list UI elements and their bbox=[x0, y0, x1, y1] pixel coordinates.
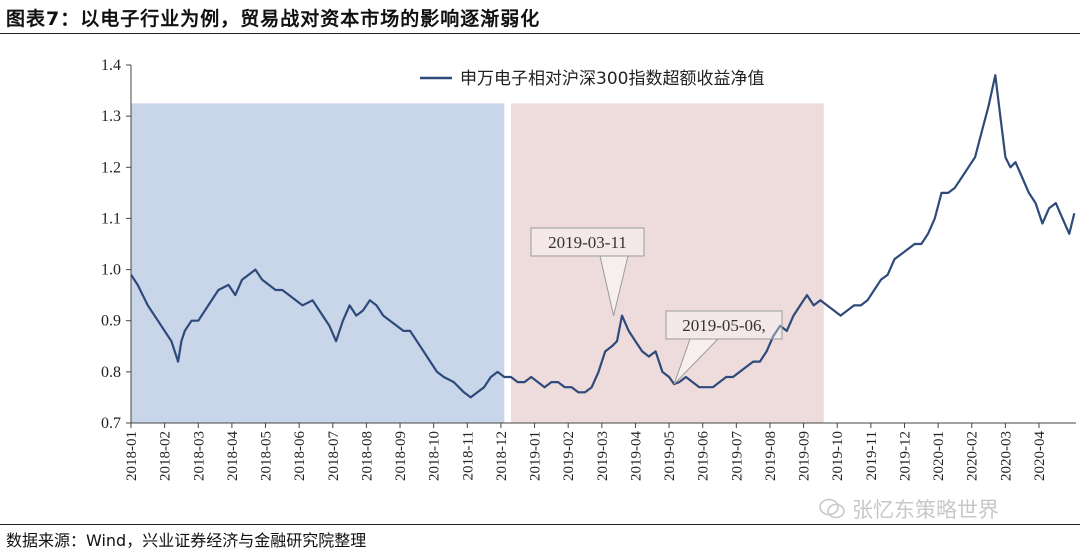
x-tick-label: 2019-03 bbox=[595, 431, 611, 481]
x-tick-label: 2018-05 bbox=[259, 431, 275, 481]
x-tick-label: 2018-03 bbox=[191, 431, 207, 481]
x-tick-label: 2018-10 bbox=[427, 431, 443, 481]
x-tick-label: 2018-07 bbox=[326, 431, 342, 481]
x-tick-label: 2018-02 bbox=[158, 431, 174, 481]
annotation-label: 2019-03-11 bbox=[548, 233, 627, 252]
x-tick-label: 2019-11 bbox=[864, 431, 880, 480]
x-tick-label: 2019-04 bbox=[628, 431, 644, 481]
x-tick-label: 2018-04 bbox=[225, 431, 241, 481]
y-tick-label: 1.0 bbox=[101, 262, 121, 279]
y-tick-label: 1.1 bbox=[101, 210, 121, 227]
y-tick-label: 1.2 bbox=[101, 159, 121, 176]
legend-label: 申万电子相对沪深300指数超额收益净值 bbox=[460, 69, 764, 89]
x-tick-label: 2019-10 bbox=[830, 431, 846, 481]
annotation-box bbox=[530, 227, 645, 257]
x-tick-label: 2019-05 bbox=[662, 431, 678, 481]
x-tick-label: 2020-02 bbox=[965, 431, 981, 481]
y-axis: 0.7 0.8 0.9 1.0 1.1 1.2 1.3 1.4 bbox=[101, 57, 132, 432]
annotation-label: 2019-05-06, bbox=[682, 316, 766, 335]
legend: 申万电子相对沪深300指数超额收益净值 bbox=[420, 69, 764, 89]
title-rule bbox=[0, 33, 1080, 34]
x-tick-label: 2019-12 bbox=[897, 431, 913, 481]
x-tick-label: 2018-01 bbox=[124, 431, 140, 481]
series-line-1 bbox=[130, 74, 1076, 399]
annotations: 2019-03-11 2019-05-06, bbox=[530, 227, 783, 385]
x-tick-label: 2018-08 bbox=[359, 431, 375, 481]
shaded-region-1 bbox=[131, 103, 505, 423]
x-tick-label: 2020-04 bbox=[1032, 431, 1048, 481]
shaded-regions bbox=[131, 103, 824, 423]
x-tick-label: 2019-09 bbox=[797, 431, 813, 481]
x-tick-label: 2020-01 bbox=[931, 431, 947, 481]
x-tick-label: 2019-06 bbox=[696, 431, 712, 481]
source-rule bbox=[0, 524, 1080, 525]
x-tick-label: 2019-07 bbox=[729, 431, 745, 481]
y-tick-label: 0.8 bbox=[101, 364, 121, 381]
y-tick-label: 0.9 bbox=[101, 313, 121, 330]
x-tick-label: 2018-11 bbox=[460, 431, 476, 480]
x-tick-label: 2020-03 bbox=[998, 431, 1014, 481]
watermark-text: 张忆东策略世界 bbox=[852, 498, 999, 522]
x-tick-label: 2019-08 bbox=[763, 431, 779, 481]
y-tick-label: 0.7 bbox=[101, 415, 121, 432]
series-layer bbox=[130, 74, 1076, 399]
wechat-icon bbox=[819, 498, 845, 519]
x-tick-label: 2019-02 bbox=[561, 431, 577, 481]
x-tick-label: 2018-06 bbox=[292, 431, 308, 481]
annotation-box bbox=[665, 310, 783, 340]
figure-title: 图表7：以电子行业为例，贸易战对资本市场的影响逐渐弱化 bbox=[6, 8, 541, 30]
x-tick-label: 2018-09 bbox=[393, 431, 409, 481]
x-axis: 2018-01 2018-02 2018-03 2018-04 2018-05 2018-… bbox=[124, 422, 1076, 481]
excess-return-chart: 0.70.80.91.01.11.21.31.4 2018-01 2018-02 2… bbox=[101, 57, 1076, 481]
y-tick-label: 1.4 bbox=[101, 57, 121, 74]
x-tick-label: 2019-01 bbox=[528, 431, 544, 481]
y-tick-label: 1.3 bbox=[101, 108, 121, 125]
x-tick-label: 2018-12 bbox=[494, 431, 510, 481]
watermark: 张忆东策略世界 bbox=[818, 494, 999, 524]
shaded-region-2 bbox=[511, 103, 824, 423]
source-note: 数据来源：Wind，兴业证券经济与金融研究院整理 bbox=[6, 531, 367, 550]
